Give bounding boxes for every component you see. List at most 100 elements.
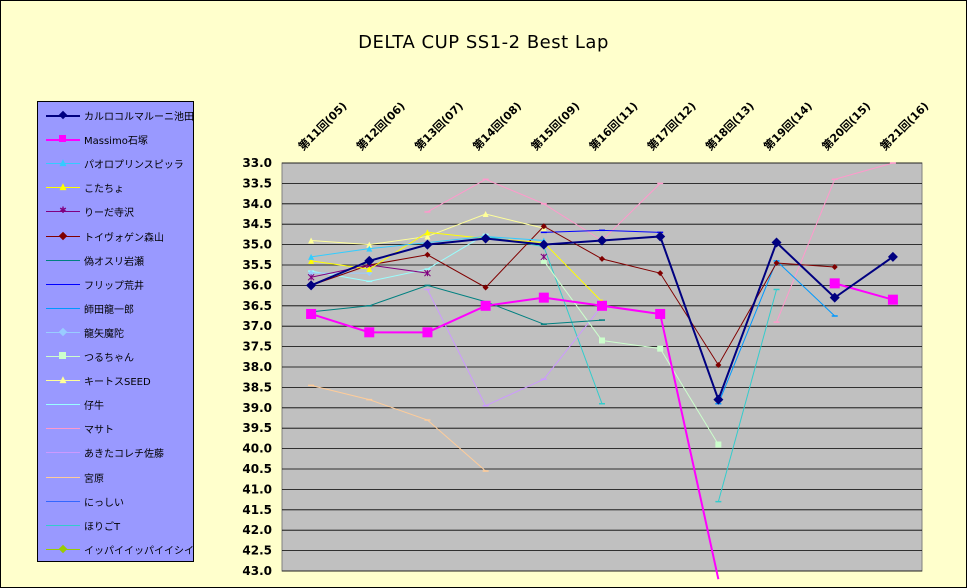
legend-marker xyxy=(59,521,67,529)
y-tick-label: 38.5 xyxy=(242,380,272,394)
data-point xyxy=(771,237,782,248)
y-tick-label: 34.5 xyxy=(242,217,272,231)
legend-line xyxy=(46,307,80,309)
data-point xyxy=(307,273,315,281)
legend-item: カルロコルマルーニ池田 xyxy=(38,106,194,126)
x-tick-label: 第19回(14) xyxy=(761,99,815,153)
legend-line xyxy=(46,211,80,213)
legend-line xyxy=(46,187,80,189)
legend-item: マサト xyxy=(38,419,193,439)
y-axis-ticks: 33.0 33.5 34.0 34.5 35.0 35.5 36.0 36.5 37.0 37.5… xyxy=(242,156,272,578)
legend-item: 宮原 xyxy=(38,468,193,488)
data-point xyxy=(599,255,605,262)
y-tick-label: 35.0 xyxy=(242,238,272,252)
data-point xyxy=(308,270,315,277)
chart-title: DELTA CUP SS1-2 Best Lap xyxy=(358,32,609,53)
legend-label: イッパイイッパイイシイ xyxy=(84,545,194,557)
legend-marker xyxy=(58,327,68,337)
data-point xyxy=(599,337,605,344)
legend-line xyxy=(46,283,80,285)
legend-line xyxy=(46,428,80,430)
y-tick-label: 37.0 xyxy=(242,319,272,333)
legend-label: 龍矢魔陀 xyxy=(84,328,124,340)
legend-item: ほりごT xyxy=(38,516,193,536)
legend-marker xyxy=(59,304,67,312)
data-point xyxy=(424,269,431,277)
legend-item: フリップ荒井 xyxy=(38,275,193,295)
y-tick-label: 41.5 xyxy=(242,503,272,517)
legend-item: ✱ りーだ寺沢 xyxy=(38,202,193,222)
legend-item: ▲ パオロプリンスピッラ xyxy=(38,154,193,174)
x-tick-label: 第16回(11) xyxy=(586,99,640,153)
legend-label: マサト xyxy=(84,425,114,437)
legend-marker xyxy=(58,110,68,120)
series-11 xyxy=(540,257,722,448)
legend-marker xyxy=(59,448,67,456)
legend-marker: ▲ xyxy=(59,375,67,386)
data-point xyxy=(597,300,607,311)
data-point xyxy=(424,233,431,240)
series-line xyxy=(310,384,486,472)
legend-label: トイヴォゲン森山 xyxy=(84,232,164,244)
data-point xyxy=(364,255,375,266)
legend-line xyxy=(46,404,80,406)
data-point xyxy=(657,345,664,352)
y-tick-label: 43.0 xyxy=(242,564,272,578)
x-tick-label: 第20回(15) xyxy=(819,99,873,153)
x-tick-label: 第12回(06) xyxy=(353,99,407,153)
data-point xyxy=(306,308,317,319)
data-point xyxy=(540,257,547,264)
x-tick-label: 第15回(09) xyxy=(528,99,582,153)
legend-marker xyxy=(59,135,66,143)
data-point xyxy=(829,278,840,289)
series-line xyxy=(834,282,894,301)
legend-marker: ▲ xyxy=(59,158,67,169)
y-tick-label: 41.0 xyxy=(242,482,272,496)
legend-item: Massimo石塚 xyxy=(38,130,193,150)
legend-label: Massimo石塚 xyxy=(84,136,148,148)
series-line xyxy=(311,231,603,303)
data-point xyxy=(308,237,315,244)
legend-marker xyxy=(59,400,67,408)
data-point xyxy=(655,308,666,319)
y-tick-label: 36.0 xyxy=(242,278,272,292)
series-1 xyxy=(306,231,898,405)
legend-item: ▲ こたちょ xyxy=(38,178,193,198)
data-point xyxy=(422,239,433,250)
legend-label: キートスSEED xyxy=(84,377,151,389)
series-line xyxy=(717,289,778,502)
series-16 xyxy=(308,384,489,472)
data-point xyxy=(306,280,317,291)
legend-item: にっしい xyxy=(38,492,193,512)
legend-line xyxy=(46,452,80,454)
legend-line xyxy=(46,500,80,502)
data-point xyxy=(366,241,373,248)
series-12 xyxy=(308,211,547,248)
legend-label: あきたコレチ佐藤 xyxy=(84,449,164,461)
x-tick-label: 第11回(05) xyxy=(295,99,349,153)
data-point xyxy=(829,292,840,303)
data-point xyxy=(715,361,722,368)
data-point xyxy=(713,394,724,405)
data-point xyxy=(540,253,548,261)
y-tick-label: 39.0 xyxy=(242,401,272,415)
legend-line xyxy=(46,163,80,165)
x-tick-label: 第21回(16) xyxy=(877,99,931,153)
legend-line xyxy=(46,259,80,261)
legend-marker xyxy=(59,473,67,481)
legend: カルロコルマルーニ池田 Massimo石塚 ▲ パオロプリンスピッラ ▲ こたちょ ✱ りーだ… xyxy=(37,101,194,562)
data-point xyxy=(422,327,433,338)
y-tick-label: 36.5 xyxy=(242,299,272,313)
y-tick-label: 33.0 xyxy=(242,156,272,170)
data-point xyxy=(538,292,549,303)
data-point xyxy=(715,441,722,448)
legend-marker xyxy=(59,280,67,288)
series-line xyxy=(311,284,603,325)
y-tick-label: 35.5 xyxy=(242,258,272,272)
data-point xyxy=(887,294,898,305)
legend-line xyxy=(46,524,80,526)
data-point xyxy=(480,233,491,244)
data-point xyxy=(597,235,607,246)
data-point xyxy=(773,259,780,266)
